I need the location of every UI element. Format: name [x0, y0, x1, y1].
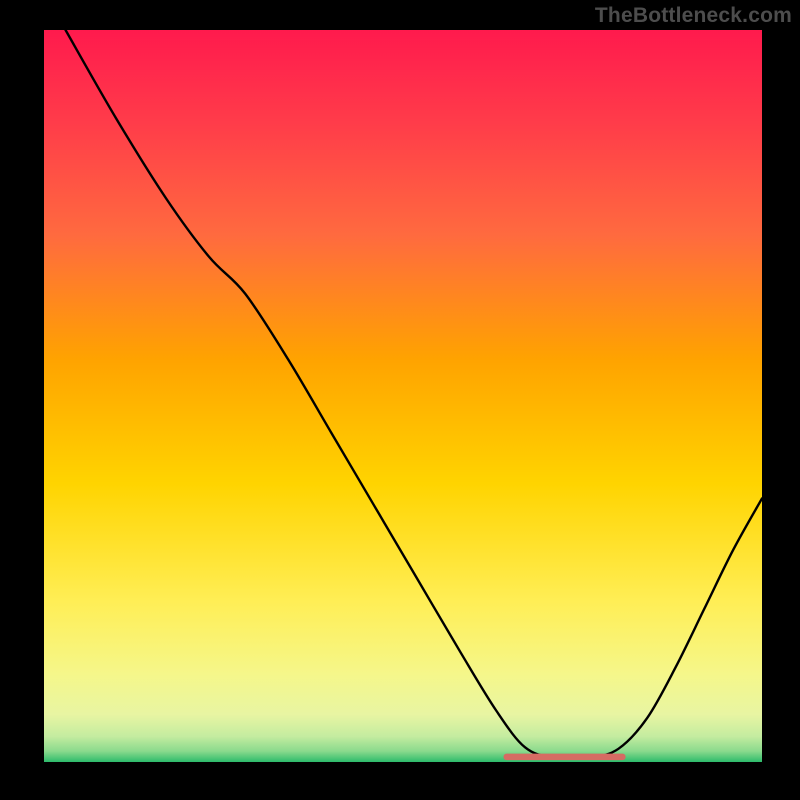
- chart-svg: [44, 30, 762, 762]
- optimal-range-marker: [504, 754, 626, 761]
- gradient-background: [44, 30, 762, 762]
- bottleneck-chart: [44, 30, 762, 762]
- watermark-text: TheBottleneck.com: [595, 4, 792, 28]
